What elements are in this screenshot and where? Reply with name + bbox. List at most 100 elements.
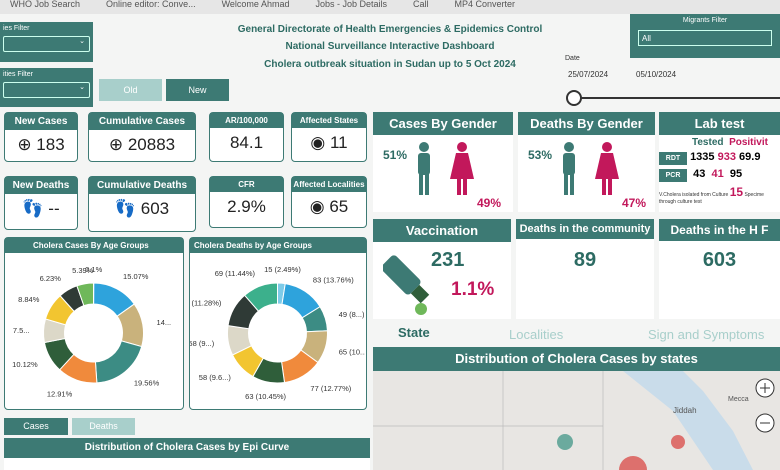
dropdown[interactable]: ⌄ xyxy=(3,82,90,98)
tab-symptoms[interactable]: Sign and Symptoms xyxy=(648,327,765,342)
donut-chart: 0.1% 15.07% 14... 19.56% 12.91% 10.12% 7.5... 8… xyxy=(12,265,172,398)
slider-handle[interactable] xyxy=(566,90,582,106)
female-share: 47% xyxy=(622,196,646,210)
slice-label: 14... xyxy=(157,318,172,327)
title-line: General Directorate of Health Emergencie… xyxy=(237,24,543,35)
panel-title: Deaths in the community xyxy=(516,219,654,239)
date-from[interactable]: 25/07/2024 xyxy=(568,70,609,79)
kpi-value: 2.9% xyxy=(227,197,266,216)
lab-row: PCR 43 41 95 xyxy=(659,168,780,182)
title-line: Cholera outbreak situation in Sudan up t… xyxy=(264,59,516,70)
date-to[interactable]: 05/10/2024 xyxy=(636,70,677,79)
tab[interactable]: Jobs - Job Details xyxy=(315,0,387,9)
tab[interactable]: Call xyxy=(413,0,429,9)
column-head: Tested xyxy=(692,137,724,148)
slice-label: 19.56% xyxy=(134,379,160,388)
culture-count: 15 xyxy=(729,185,744,199)
positivity: 95 xyxy=(729,168,743,180)
culture-note: V.Cholera isolated from Culture 15 Speci… xyxy=(659,185,780,205)
slice-label: 58 (9.6...) xyxy=(199,373,232,382)
kpi-number: 603 xyxy=(140,199,170,218)
filter-label: Migrants Filter xyxy=(682,17,728,24)
row-label: PCR xyxy=(659,169,687,182)
vaccinated: 231 xyxy=(431,249,465,271)
vaccination-panel: Vaccination 231 1.1% xyxy=(373,219,511,319)
vaccination-percent: 1.1% xyxy=(451,279,495,300)
panel-title: Vaccination xyxy=(373,219,511,242)
gender-panel: Cases By Gender 51% 49% xyxy=(373,112,513,212)
column-head: Positivit xyxy=(729,137,768,148)
title-line: National Surveillance Interactive Dashbo… xyxy=(285,41,495,52)
deaths-button[interactable]: Deaths xyxy=(72,418,135,435)
filter-label: ities Filter xyxy=(3,71,33,78)
slice-label: 15 (2.49%) xyxy=(264,265,301,274)
epi-title: Distribution of Cholera Cases by Epi Cur… xyxy=(4,438,370,458)
kpi-card: New Cases ⊕ 183 xyxy=(4,112,78,162)
kpi-value: ◉ 11 xyxy=(310,133,348,152)
kpi-label: AR/100,000 xyxy=(210,113,283,128)
tab-state[interactable]: State xyxy=(398,325,430,340)
kpi-label: CFR xyxy=(210,177,283,192)
kpi-number: 183 xyxy=(36,135,65,154)
slice-label: 6.23% xyxy=(40,274,62,283)
panel-title: Deaths in the H F xyxy=(659,219,780,241)
donut-slice xyxy=(76,282,94,307)
lab-columns: Tested Positivit xyxy=(692,137,780,148)
migrants-filter[interactable]: Migrants Filter All xyxy=(630,14,780,58)
kpi-card: Cumulative Cases ⊕ 20883 xyxy=(88,112,196,162)
community-deaths: 89 xyxy=(573,249,597,271)
browser-tabs: WHO Job Search Online editor: Conve... W… xyxy=(0,0,780,14)
kpi-label: New Deaths xyxy=(5,177,77,194)
kpi-value: ⊕ 20883 xyxy=(108,135,176,154)
vaccine-icon xyxy=(383,255,430,315)
slice-label: 63 (10.45%) xyxy=(245,392,286,401)
localities-filter[interactable]: ities Filter ⌄ xyxy=(0,68,93,107)
states-filter[interactable]: ies Filter ⌄ xyxy=(0,22,93,62)
kpi-label: Affected Localities xyxy=(292,177,366,192)
kpi-number: 65 xyxy=(329,197,349,216)
kpi-card: AR/100,000 84.1 xyxy=(209,112,284,162)
new-button[interactable]: New xyxy=(166,79,229,101)
donut-slice xyxy=(243,282,278,312)
tab[interactable]: MP4 Converter xyxy=(454,0,516,9)
tab[interactable]: Welcome Ahmad xyxy=(221,0,290,9)
note: V.Cholera isolated from Culture xyxy=(659,192,729,198)
tab-localities[interactable]: Localities xyxy=(509,327,564,342)
gender-icons: 51% 49% xyxy=(383,142,501,210)
dropdown[interactable]: ⌄ xyxy=(3,36,90,52)
row-label: RDT xyxy=(659,152,687,165)
donut-panel: Cholera Cases By Age Groups 0.1% 15.07% 14… xyxy=(4,237,184,410)
slice-label: 49 (8...) xyxy=(339,310,365,319)
kpi-label: New Cases xyxy=(5,113,77,130)
community-deaths-panel: Deaths in the community 89 xyxy=(516,219,654,319)
tab[interactable]: Online editor: Conve... xyxy=(106,0,196,9)
kpi-value: 👣 -- xyxy=(22,199,60,218)
map-label: Mecca xyxy=(728,396,749,403)
map: Jiddah Mecca xyxy=(373,371,780,470)
tested: 43 xyxy=(693,168,706,180)
lab-panel: Lab test Tested Positivit RDT 1335 933 6… xyxy=(659,112,780,212)
map-label: Jiddah xyxy=(673,406,697,415)
dropdown[interactable]: All xyxy=(638,30,772,46)
slice-label: 0.1% xyxy=(85,265,102,274)
donut-slice xyxy=(94,340,143,384)
tab[interactable]: WHO Job Search xyxy=(10,0,81,9)
kpi-label: Cumulative Deaths xyxy=(89,177,195,194)
positive: 933 xyxy=(717,151,736,163)
kpi-card: CFR 2.9% xyxy=(209,176,284,228)
kpi-number: 20883 xyxy=(127,135,176,154)
slice-label: 5.39% xyxy=(72,266,94,275)
kpi-value: ⊕ 183 xyxy=(17,135,65,154)
old-button[interactable]: Old xyxy=(99,79,162,101)
hf-deaths-panel: Deaths in the H F 603 xyxy=(659,219,780,319)
kpi-value: 84.1 xyxy=(229,133,264,152)
slice-label: 15.07% xyxy=(123,272,149,281)
slice-label: 68 (11.28%) xyxy=(190,298,222,307)
date-label: Date xyxy=(565,55,580,62)
note: Specime xyxy=(744,192,764,198)
hf-deaths: 603 xyxy=(702,249,737,271)
kpi-value: ◉ 65 xyxy=(309,197,349,216)
cases-button[interactable]: Cases xyxy=(4,418,68,435)
panel-title: Lab test xyxy=(659,112,780,135)
kpi-label: Affected States xyxy=(292,113,366,128)
